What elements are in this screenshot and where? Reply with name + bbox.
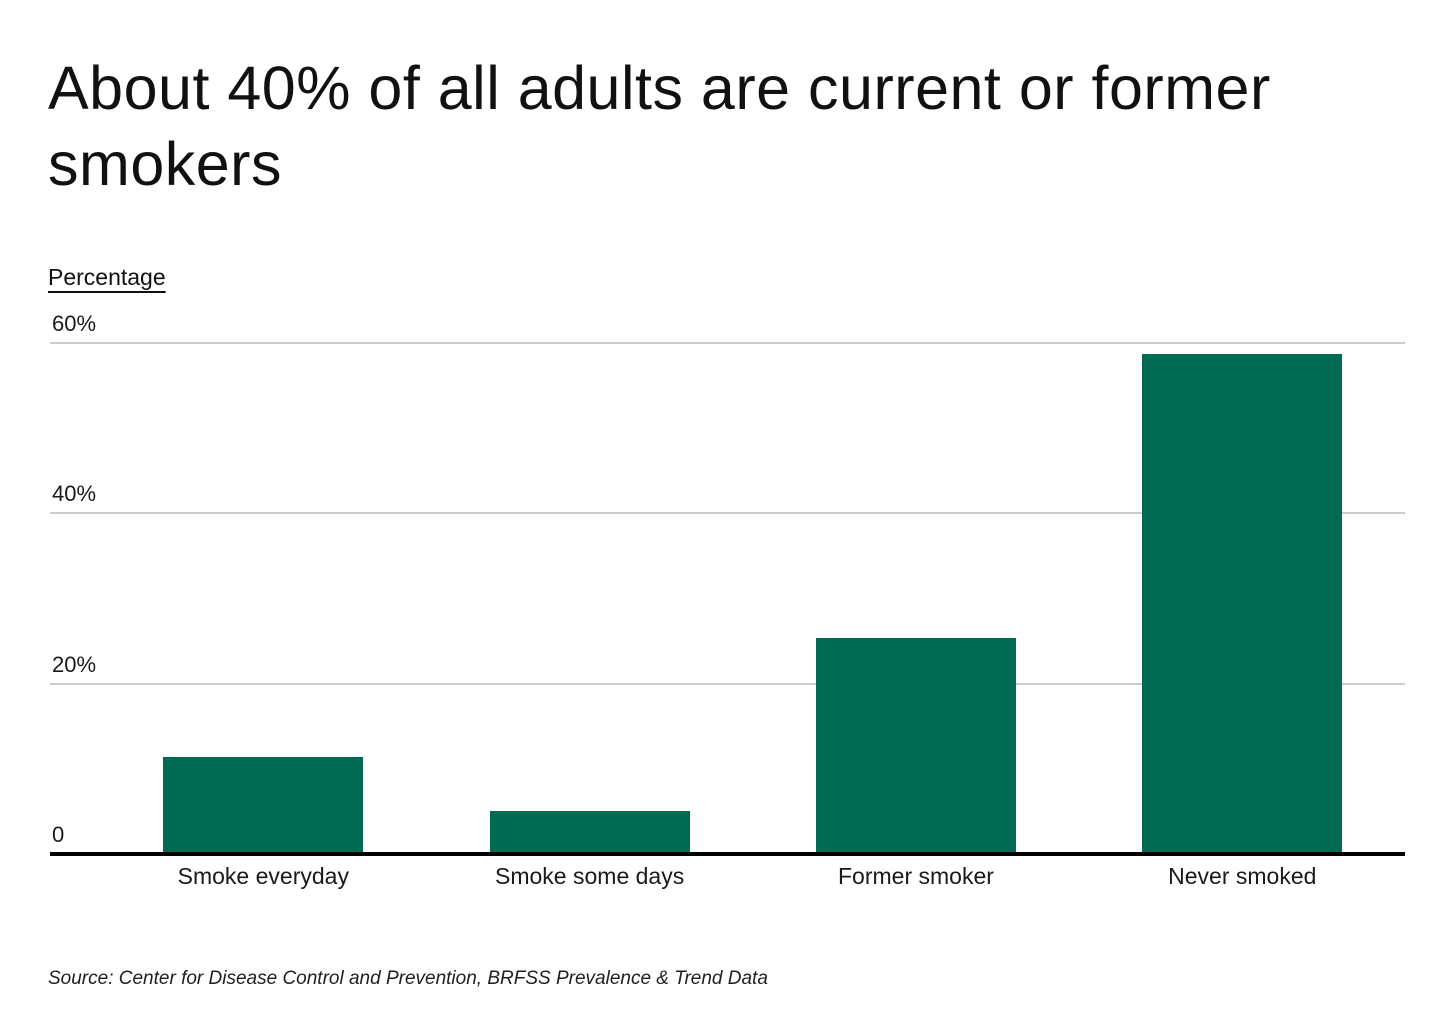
gridline-60	[50, 342, 1405, 344]
bar-former-smoker	[815, 637, 1016, 854]
x-category-label-former-smoker: Former smoker	[838, 863, 994, 889]
chart-title: About 40% of all adults are current or f…	[48, 54, 1271, 199]
y-tick-label-0: 0	[52, 822, 65, 847]
bar-smoke-everyday	[163, 756, 364, 854]
y-axis-title: Percentage	[48, 264, 166, 290]
bar-smoke-some-days	[489, 810, 690, 854]
gridline-20	[50, 682, 1405, 685]
y-tick-label-60: 60%	[52, 311, 97, 336]
y-tick-label-20: 20%	[52, 651, 97, 677]
x-category-label-smoke-everyday: Smoke everyday	[177, 863, 349, 889]
x-axis-line	[50, 852, 1405, 856]
y-tick-label-40: 40%	[52, 481, 97, 507]
x-category-label-never-smoked: Never smoked	[1168, 863, 1317, 889]
x-category-label-smoke-some-days: Smoke some days	[495, 863, 685, 889]
bar-never-smoked	[1142, 354, 1343, 854]
source-note: Source: Center for Disease Control and P…	[48, 968, 768, 989]
gridline-40	[50, 512, 1405, 515]
plot-area: 60% 40% 20% 0	[50, 311, 1405, 856]
